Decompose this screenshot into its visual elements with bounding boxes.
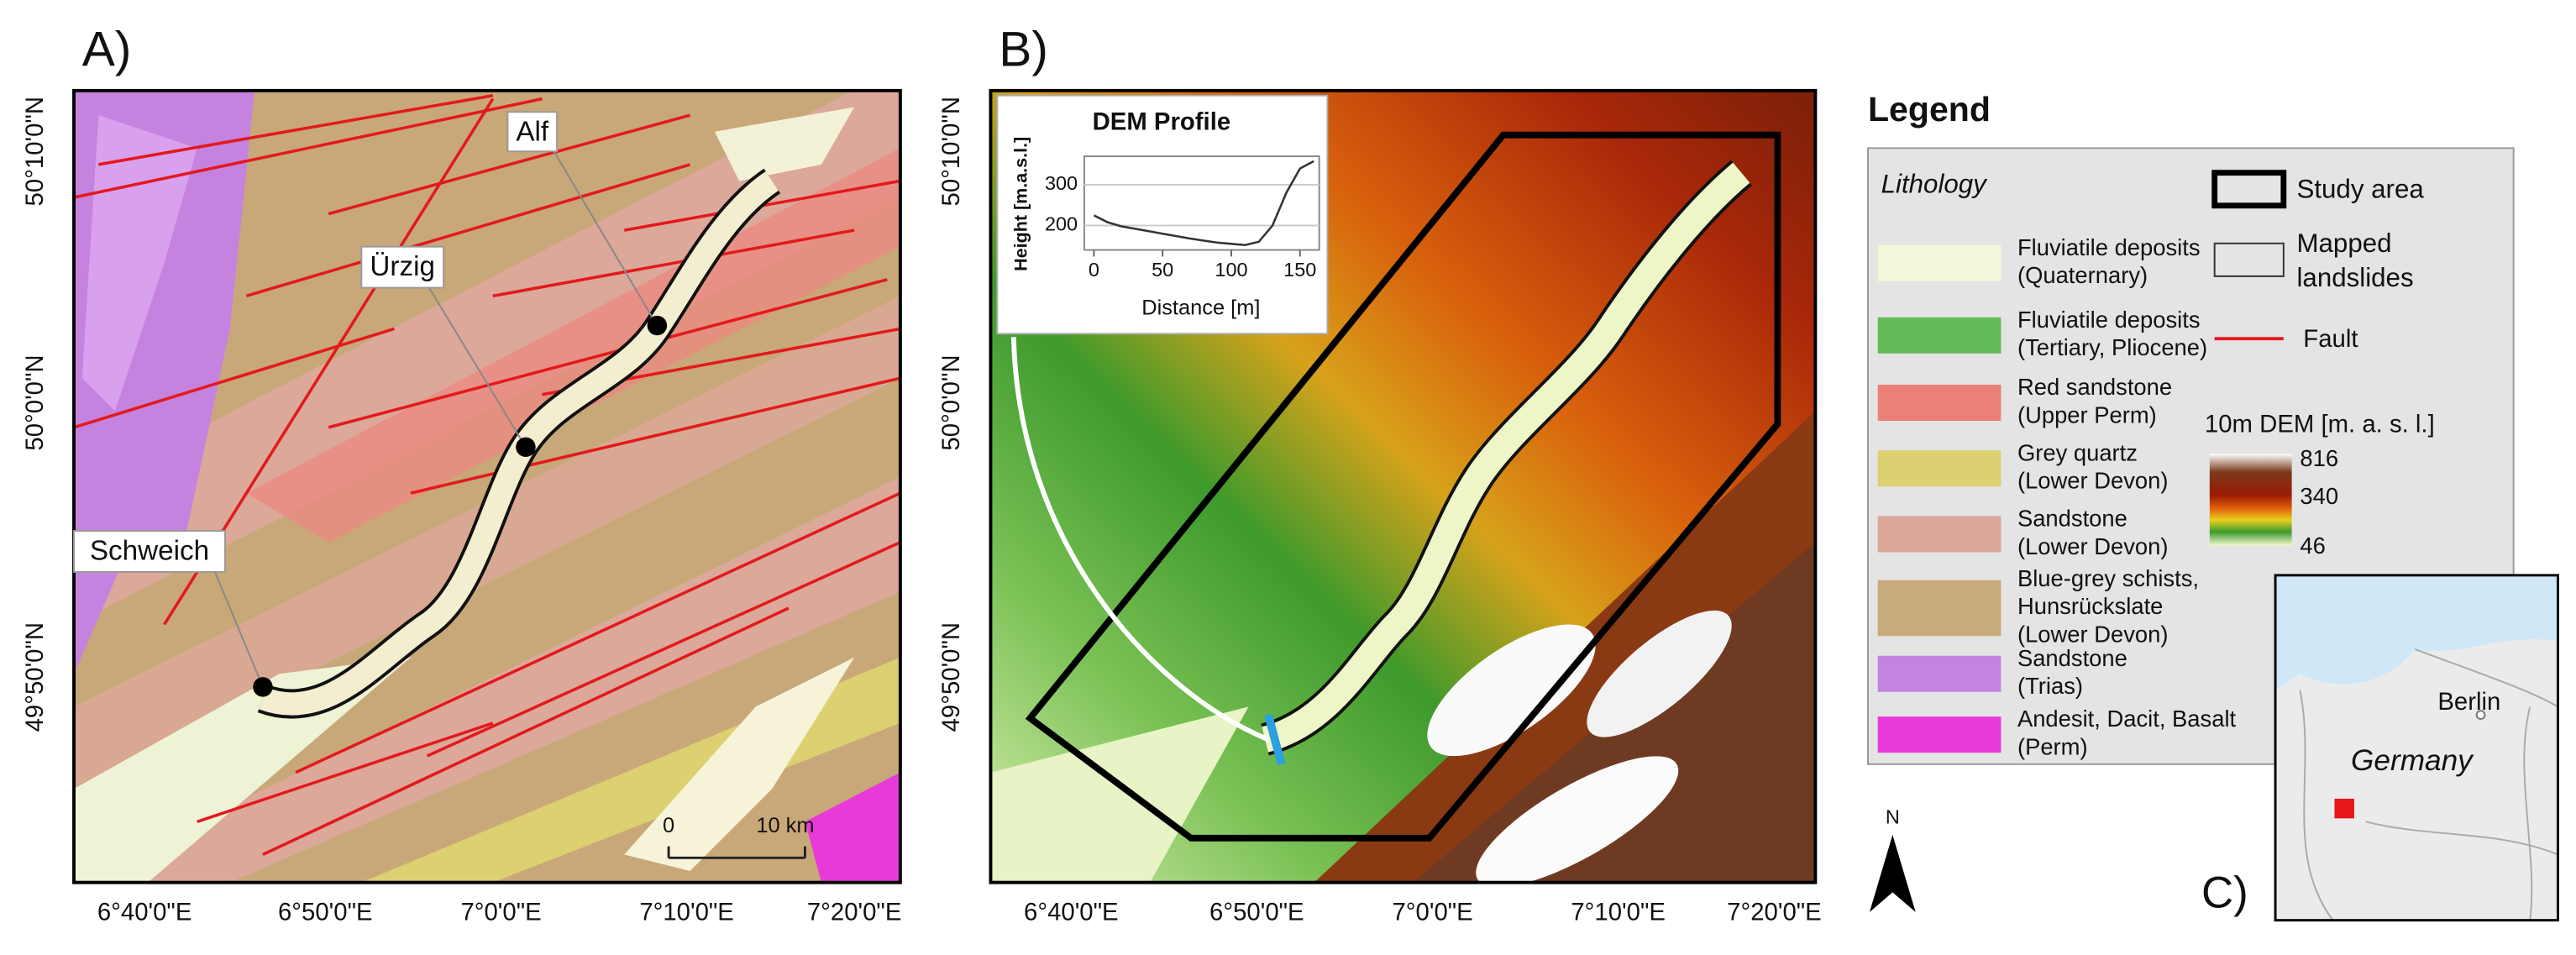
legend-label: (Quaternary) [2017,262,2148,288]
legend-label: Fluviatile deposits [2017,234,2201,260]
lon-label: 7°10'0"E [1571,899,1666,926]
profile-plot [1083,155,1320,251]
legend-label: Sandstone [2017,645,2127,671]
lon-label: 7°20'0"E [1727,899,1822,926]
place-dot [253,677,273,697]
y-tick-label: 200 [1045,213,1078,235]
place-dot [647,315,668,336]
label-box [506,111,559,153]
inset-country: Germany [2351,744,2474,777]
dem-ramp [2209,454,2292,546]
north-label: N [1886,806,1900,828]
landslide-swatch [2213,242,2285,277]
lat-label: 50°10'0"N [937,97,965,206]
legend-label: (Lower Devon) [2017,621,2169,647]
lithology-swatch [1877,317,2002,354]
legend-title: Legend [1868,90,1991,129]
legend-label: (Tertiary, Pliocene) [2017,334,2207,360]
legend-label: Fault [2303,325,2358,353]
lithology-title: Lithology [1881,170,1989,199]
x-tick-label: 0 [1089,259,1099,281]
legend-label: (Upper Perm) [2017,401,2157,428]
x-tick-label: 100 [1215,259,1247,281]
legend-label: (Trias) [2017,673,2083,699]
legend-label: landslides [2296,263,2413,292]
dem-label: 340 [2300,483,2338,509]
inset-city: Berlin [2437,688,2500,716]
profile-y-label: Height [m.a.s.l.] [1010,137,1031,271]
legend-label: Grey quartz [2017,439,2138,465]
dem-label: 816 [2300,445,2338,471]
frame-b [989,88,1818,884]
profile-title: DEM Profile [1093,108,1231,136]
lithology-swatch [1877,384,2002,422]
profile-box [996,94,1329,335]
legend-label: Mapped [2296,228,2391,258]
legend-label: Fluviatile deposits [2017,307,2201,333]
lithology-swatch [1877,716,2002,753]
lat-label: 49°50'0"N [937,622,965,732]
legend-label: Hunsrückslate [2017,593,2163,619]
place-label: Alf [516,117,549,148]
panel-label: A) [82,22,132,76]
profile-x-label: Distance [m] [1141,296,1260,320]
lithology-swatch [1877,450,2002,487]
legend-label: Study area [2296,174,2424,203]
x-tick-label: 150 [1283,259,1316,281]
place-dot [516,437,536,458]
label-box [360,245,445,289]
place-label: Schweich [90,535,209,566]
legend-label: (Lower Devon) [2017,468,2169,494]
lon-label: 6°40'0"E [1024,899,1119,926]
study-area-swatch [2211,170,2287,209]
dem-map [990,90,1816,883]
panel-label: C) [2201,868,2248,917]
lithology-swatch [1877,516,2002,553]
lat-label: 50°0'0"N [937,354,965,450]
lon-label: 6°50'0"E [1209,899,1304,926]
dem-label: 46 [2300,533,2325,559]
lat-label: 50°0'0"N [21,354,49,450]
geology-map [74,90,900,883]
y-tick-label: 300 [1045,172,1078,194]
lithology-swatch [1877,244,2002,281]
profile-line [1093,160,1314,247]
north-arrow [1869,834,1916,912]
panel-label: B) [999,22,1048,76]
label-box [73,530,226,573]
scale-label: 10 km [756,814,814,837]
lithology-swatch [1877,580,2002,637]
frame-a [72,88,902,884]
dem-title: 10m DEM [m. a. s. l.] [2205,411,2435,438]
x-tick-label: 50 [1152,259,1173,281]
lat-label: 49°50'0"N [21,622,49,732]
legend-label: Sandstone [2017,506,2127,532]
legend-label: (Lower Devon) [2017,533,2169,559]
legend-label: Blue-grey schists, [2017,565,2199,591]
lat-label: 50°10'0"N [21,97,49,206]
legend-label: Red sandstone [2017,374,2172,400]
scale-label: 0 [663,814,674,837]
place-label: Ürzig [370,251,435,282]
lon-label: 7°0'0"E [1393,899,1473,926]
leaders [212,147,658,688]
lon-label: 7°10'0"E [639,899,734,926]
lithology-swatch [1877,655,2002,692]
inset-map [2275,575,2558,921]
lon-label: 6°40'0"E [97,899,192,926]
lon-label: 7°20'0"E [807,899,902,926]
legend-label: Andesit, Dacit, Basalt [2017,706,2237,732]
inset-frame [2274,574,2559,922]
lon-label: 6°50'0"E [278,899,373,926]
lon-label: 7°0'0"E [460,899,541,926]
legend-label: (Perm) [2017,733,2088,759]
